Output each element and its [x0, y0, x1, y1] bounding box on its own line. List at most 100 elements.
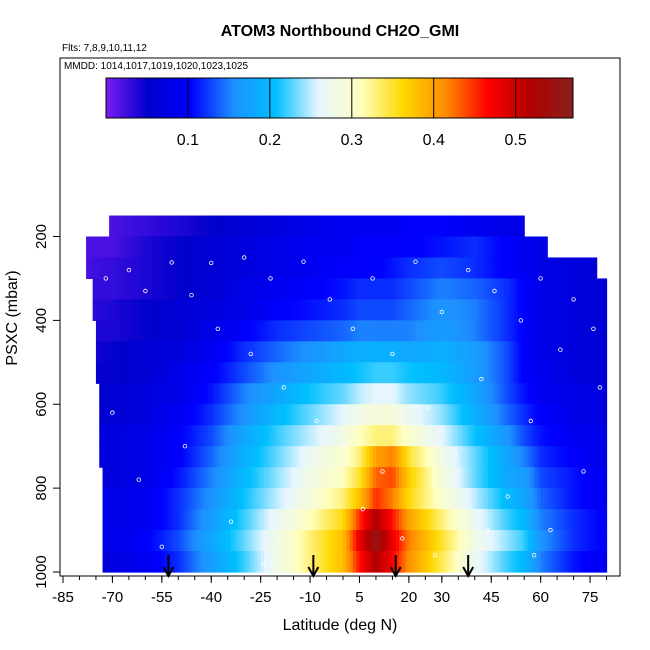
heatmap-cell	[181, 299, 186, 321]
heatmap-cell	[491, 236, 496, 259]
heatmap-cell	[395, 488, 400, 510]
heatmap-cell	[270, 257, 275, 280]
heatmap-cell	[412, 383, 417, 405]
heatmap-cell	[92, 257, 97, 280]
heatmap-cell	[119, 425, 123, 447]
heatmap-cell	[346, 320, 351, 342]
heatmap-cell	[455, 341, 459, 363]
heatmap-cell	[576, 551, 581, 573]
heatmap-cell	[336, 383, 341, 405]
heatmap-cell	[583, 446, 588, 468]
heatmap-cell	[520, 257, 525, 280]
heatmap-cell	[603, 320, 608, 342]
heatmap-cell	[438, 320, 443, 342]
heatmap-cell	[171, 383, 176, 405]
heatmap-cell	[451, 551, 456, 573]
heatmap-cell	[287, 362, 291, 384]
heatmap-cell	[494, 383, 499, 405]
heatmap-cell	[593, 383, 598, 405]
heatmap-cell	[464, 404, 469, 426]
heatmap-cell	[214, 257, 219, 280]
heatmap-cell	[224, 425, 229, 447]
heatmap-cell	[563, 320, 568, 342]
heatmap-cell	[412, 446, 417, 468]
heatmap-cell	[547, 404, 552, 426]
heatmap-cell	[135, 215, 140, 238]
heatmap-cell	[231, 236, 235, 259]
heatmap-cell	[468, 341, 473, 363]
heatmap-cell	[507, 467, 512, 489]
heatmap-cell	[603, 467, 608, 489]
heatmap-cell	[273, 299, 278, 321]
heatmap-cell	[194, 320, 199, 342]
heatmap-cell	[540, 341, 545, 363]
heatmap-cell	[316, 425, 321, 447]
heatmap-cell	[217, 404, 222, 426]
heatmap-cell	[455, 383, 459, 405]
heatmap-cell	[201, 320, 206, 342]
heatmap-cell	[221, 383, 226, 405]
heatmap-cell	[540, 425, 545, 447]
heatmap-cell	[227, 467, 232, 489]
heatmap-cell	[326, 362, 331, 384]
heatmap-cell	[491, 362, 496, 384]
heatmap-cell	[402, 215, 407, 238]
heatmap-cell	[168, 341, 173, 363]
heatmap-cell	[135, 299, 140, 321]
heatmap-cell	[603, 341, 608, 363]
heatmap-cell	[448, 299, 453, 321]
heatmap-cell	[310, 467, 314, 489]
heatmap-cell	[102, 320, 107, 342]
heatmap-cell	[343, 362, 347, 384]
heatmap-cell	[207, 404, 212, 426]
heatmap-cell	[590, 257, 594, 280]
heatmap-cell	[356, 257, 361, 280]
heatmap-cell	[504, 467, 509, 489]
heatmap-cell	[115, 278, 120, 301]
heatmap-cell	[385, 341, 390, 363]
heatmap-cell	[445, 551, 450, 573]
heatmap-cell	[540, 509, 545, 531]
heatmap-cell	[300, 530, 305, 552]
heatmap-cell	[122, 446, 127, 468]
heatmap-cell	[346, 467, 351, 489]
heatmap-cell	[438, 467, 443, 489]
heatmap-cell	[497, 341, 502, 363]
heatmap-cell	[171, 215, 176, 238]
heatmap-cell	[135, 236, 140, 259]
heatmap-cell	[339, 530, 344, 552]
heatmap-cell	[287, 530, 291, 552]
heatmap-cell	[379, 551, 384, 573]
heatmap-cell	[171, 404, 176, 426]
heatmap-cell	[207, 236, 212, 259]
heatmap-cell	[178, 362, 183, 384]
heatmap-cell	[119, 509, 123, 531]
heatmap-cell	[217, 215, 222, 238]
heatmap-cell	[517, 551, 522, 573]
heatmap-cell	[603, 530, 608, 552]
heatmap-cell	[395, 341, 400, 363]
heatmap-cell	[382, 446, 387, 468]
sample-point	[390, 351, 395, 357]
heatmap-cell	[204, 215, 209, 238]
heatmap-cell	[165, 341, 170, 363]
y-tick-label: 400	[33, 308, 50, 333]
heatmap-cell	[231, 299, 235, 321]
heatmap-cell	[260, 257, 265, 280]
heatmap-cell	[599, 278, 604, 301]
heatmap-cell	[290, 509, 295, 531]
heatmap-cell	[336, 467, 341, 489]
heatmap-cell	[115, 215, 120, 238]
heatmap-cell	[339, 383, 344, 405]
heatmap-cell	[540, 383, 545, 405]
heatmap-cell	[428, 467, 433, 489]
heatmap-cell	[563, 551, 568, 573]
heatmap-cell	[557, 467, 562, 489]
heatmap-cell	[102, 488, 107, 510]
heatmap-cell	[599, 404, 604, 426]
heatmap-cell	[369, 425, 374, 447]
heatmap-cell	[484, 509, 489, 531]
heatmap-cell	[359, 509, 364, 531]
heatmap-cell	[395, 530, 400, 552]
heatmap-cell	[188, 341, 193, 363]
